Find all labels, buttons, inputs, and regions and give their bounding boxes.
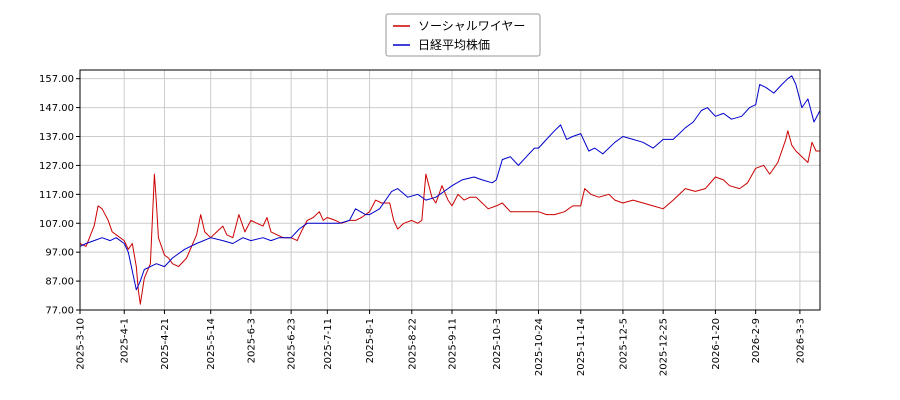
y-tick-label: 97.00: [45, 248, 74, 259]
y-tick-label: 87.00: [45, 277, 74, 288]
y-tick-label: 117.00: [39, 190, 74, 201]
x-tick-label: 2025-8-22: [407, 318, 418, 370]
y-tick-label: 137.00: [39, 132, 74, 143]
series-line-1: [79, 75, 821, 291]
x-tick-label: 2025-6-3: [246, 318, 257, 363]
x-tick-label: 2025-6-23: [287, 318, 298, 370]
y-tick-label: 157.00: [39, 74, 74, 85]
x-tick-label: 2025-7-11: [323, 318, 334, 370]
x-tick-label: 2026-2-9: [751, 318, 762, 363]
x-tick-label: 2025-8-1: [365, 318, 376, 363]
x-tick-label: 2025-4-21: [160, 318, 171, 370]
y-tick-label: 127.00: [39, 161, 74, 172]
x-tick-label: 2025-12-5: [618, 318, 629, 370]
y-tick-label: 107.00: [39, 219, 74, 230]
x-tick-label: 2025-5-14: [206, 318, 217, 370]
legend-label-series-0: ソーシャルワイヤー: [418, 19, 525, 33]
x-tick-label: 2026-1-20: [711, 318, 722, 370]
legend: ソーシャルワイヤー 日経平均株価: [385, 13, 541, 57]
x-tick-label: 2025-9-11: [448, 318, 459, 370]
x-tick-label: 2025-10-24: [534, 318, 545, 376]
plot-area: [79, 69, 821, 311]
x-tick-label: 2025-11-14: [576, 318, 587, 376]
y-axis: 77.00 87.00 97.00 107.00 117.00 127.00 137.00 1…: [39, 74, 80, 317]
x-axis: 2025-3-10 2025-4-1 2025-4-21 2025-5-14 2025-…: [76, 310, 806, 376]
x-tick-label: 2026-3-3: [795, 318, 806, 363]
grid: [79, 70, 820, 311]
x-tick-label: 2025-4-1: [120, 318, 131, 363]
legend-box: [385, 13, 541, 57]
x-tick-label: 2025-12-25: [659, 318, 670, 376]
series-lines: [79, 75, 821, 305]
legend-label-series-1: 日経平均株価: [418, 37, 490, 52]
y-tick-label: 77.00: [45, 306, 74, 317]
x-tick-label: 2025-10-3: [492, 318, 503, 370]
x-tick-label: 2025-3-10: [76, 318, 87, 370]
y-tick-label: 147.00: [39, 103, 74, 114]
series-line-0: [79, 130, 820, 305]
